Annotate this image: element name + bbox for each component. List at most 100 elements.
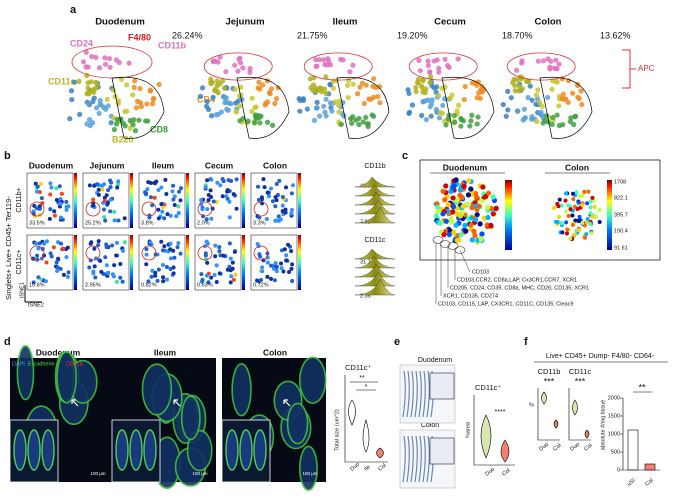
tsne-dot bbox=[176, 241, 181, 246]
cluster-dot bbox=[126, 60, 132, 66]
tsne-dot bbox=[149, 274, 154, 279]
villus bbox=[286, 402, 309, 445]
cluster-dot bbox=[69, 96, 75, 103]
cluster-gate bbox=[432, 236, 444, 244]
heat-dot bbox=[587, 221, 592, 226]
cluster-dot bbox=[429, 97, 435, 103]
colorbar bbox=[186, 235, 189, 290]
heat-dot bbox=[573, 232, 578, 237]
heat-dot bbox=[582, 189, 587, 194]
tsne-dot bbox=[214, 199, 219, 204]
cluster-dot bbox=[329, 108, 335, 114]
tsne-dot bbox=[39, 277, 44, 282]
tsne-dot bbox=[230, 260, 235, 265]
cluster-dot bbox=[345, 82, 351, 88]
tsne-dot bbox=[93, 275, 98, 280]
percent: 0.72% bbox=[253, 282, 269, 288]
histogram-ridge bbox=[354, 184, 396, 197]
heat-dot bbox=[440, 211, 446, 217]
stain-label: E-cadherin bbox=[28, 361, 55, 367]
tsne-dot bbox=[289, 208, 294, 213]
heat-dot bbox=[461, 183, 467, 189]
tissue-fold bbox=[422, 435, 426, 483]
cluster-dot bbox=[428, 74, 434, 80]
chart-title: CD11c⁺ bbox=[345, 363, 371, 372]
tsne-dot bbox=[210, 206, 215, 211]
tsne-dot bbox=[161, 275, 166, 280]
tsne-dot bbox=[276, 214, 281, 219]
heat-dot bbox=[472, 216, 479, 223]
scale-bar-label: 100 µm bbox=[302, 471, 317, 476]
tsne-dot bbox=[160, 209, 165, 214]
tsne-dot bbox=[58, 215, 63, 220]
cluster-dot bbox=[434, 57, 440, 63]
cluster-dot bbox=[311, 117, 318, 123]
axis-label: Total size (um^2) bbox=[334, 409, 340, 451]
tsne-dot bbox=[112, 218, 117, 223]
cluster-dot bbox=[308, 84, 314, 91]
cluster-dot bbox=[93, 54, 99, 61]
tsne-dot bbox=[208, 188, 213, 193]
tsne-dot bbox=[54, 197, 59, 202]
significance: ** bbox=[638, 382, 646, 392]
villus bbox=[129, 429, 143, 471]
villus bbox=[41, 429, 55, 471]
cluster-dot bbox=[249, 108, 255, 114]
arrow bbox=[71, 399, 79, 407]
cluster-dot bbox=[323, 74, 329, 80]
tsne-dot bbox=[286, 242, 291, 247]
tissue-fold bbox=[422, 370, 426, 418]
tsne-dot bbox=[257, 215, 262, 220]
cluster-dot bbox=[371, 76, 377, 82]
cluster-dot bbox=[84, 91, 90, 97]
cluster-dot bbox=[130, 92, 136, 98]
cluster-dot bbox=[319, 86, 325, 92]
cluster-dot bbox=[425, 58, 431, 64]
tsne-dot bbox=[33, 181, 38, 186]
heat-dot bbox=[440, 188, 446, 194]
panel-c: c Duodenum Colon 1708 822.1 395.7 190.4 … bbox=[402, 150, 661, 307]
y-tick-label: 500 bbox=[611, 449, 620, 455]
tsne-dot bbox=[33, 241, 38, 246]
percent: 13.62% bbox=[600, 30, 631, 40]
scale-label: 190.4 bbox=[614, 228, 628, 234]
villus bbox=[253, 429, 267, 471]
cluster-dot bbox=[149, 101, 156, 107]
tsne-dot bbox=[225, 189, 230, 194]
tsne-dot bbox=[52, 213, 57, 218]
tsne-dot bbox=[38, 181, 43, 186]
tissue-fold bbox=[414, 435, 418, 483]
heat-dot bbox=[564, 220, 569, 225]
heat-dot bbox=[462, 222, 468, 229]
tsne-dot bbox=[205, 178, 210, 183]
cluster-dot bbox=[317, 113, 323, 119]
cluster-dot bbox=[269, 122, 276, 128]
chart-title: CD11c⁺ bbox=[475, 383, 501, 392]
tsne-dot bbox=[101, 207, 106, 212]
tsne-dot bbox=[49, 254, 54, 259]
heat-dot bbox=[488, 223, 494, 229]
cluster-dot bbox=[106, 55, 113, 62]
cluster-dot bbox=[323, 96, 329, 102]
heat-dot bbox=[476, 203, 482, 209]
heat-dot bbox=[490, 211, 496, 217]
heat-dot bbox=[589, 231, 594, 236]
tsne-dot bbox=[171, 197, 176, 202]
cluster-dot bbox=[420, 77, 426, 83]
tsne-dot bbox=[103, 218, 108, 223]
scale-label: 91.61 bbox=[614, 245, 628, 251]
violin bbox=[376, 447, 384, 459]
cluster-dot bbox=[349, 120, 355, 126]
tsne-dot bbox=[168, 241, 173, 246]
cluster-dot bbox=[423, 116, 429, 123]
group-label: Col bbox=[552, 443, 562, 453]
cluster-dot bbox=[570, 90, 576, 96]
tsne-dot bbox=[233, 272, 238, 277]
cluster-dot bbox=[549, 121, 555, 128]
cluster-dot bbox=[556, 123, 562, 129]
heat-dot bbox=[443, 183, 449, 189]
tissue-title: Jejunum bbox=[225, 17, 264, 28]
heat-dot bbox=[584, 232, 589, 237]
heat-dot bbox=[445, 202, 451, 208]
chart-title: CD11b bbox=[538, 367, 561, 376]
